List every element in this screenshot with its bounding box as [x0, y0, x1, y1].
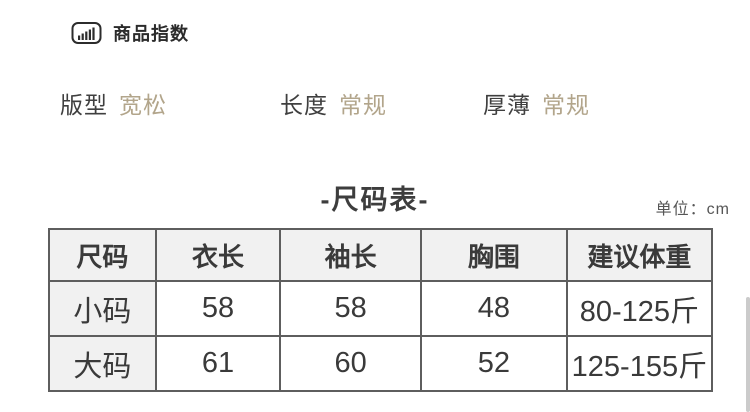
- attribute-thickness-label: 厚薄: [483, 92, 531, 118]
- col-header-bust: 胸围: [419, 228, 568, 282]
- table-row: 小码 58 58 48 80-125斤: [48, 280, 714, 337]
- bar-chart-icon: [71, 22, 102, 44]
- attribute-length-label: 长度: [280, 92, 328, 118]
- size-chart-table: 尺码 衣长 袖长 胸围 建议体重 小码 58 58 48 80-125斤 大码 …: [48, 228, 714, 392]
- col-header-sleeve: 袖长: [279, 228, 422, 282]
- col-header-length: 衣长: [154, 228, 282, 282]
- col-header-weight: 建议体重: [565, 228, 714, 282]
- attribute-length-value: 常规: [339, 92, 387, 118]
- unit-label: 单位：cm: [655, 201, 730, 218]
- attribute-thickness-value: 常规: [542, 92, 590, 118]
- size-chart-title: -尺码表-: [320, 185, 430, 215]
- table-header-row: 尺码 衣长 袖长 胸围 建议体重: [48, 228, 714, 282]
- cell-large-bust: 52: [419, 335, 568, 392]
- cell-small-sleeve: 58: [279, 280, 422, 337]
- cell-small-weight: 80-125斤: [565, 280, 714, 337]
- product-index-title: 商品指数: [113, 24, 189, 44]
- attribute-fit-value: 宽松: [119, 92, 167, 118]
- attribute-fit-label: 版型: [60, 92, 108, 118]
- cell-large-weight: 125-155斤: [565, 335, 714, 392]
- cell-size-large: 大码: [48, 335, 157, 392]
- attribute-fit: 版型 宽松: [60, 86, 167, 120]
- attribute-thickness: 厚薄 常规: [483, 86, 590, 120]
- scrollbar-thumb[interactable]: [746, 297, 750, 412]
- cell-small-length: 58: [154, 280, 282, 337]
- cell-large-sleeve: 60: [279, 335, 422, 392]
- col-header-size: 尺码: [48, 228, 157, 282]
- cell-large-length: 61: [154, 335, 282, 392]
- table-row: 大码 61 60 52 125-155斤: [48, 335, 714, 392]
- attribute-length: 长度 常规: [280, 86, 387, 120]
- product-index-header: 商品指数: [71, 20, 189, 46]
- cell-size-small: 小码: [48, 280, 157, 337]
- cell-small-bust: 48: [419, 280, 568, 337]
